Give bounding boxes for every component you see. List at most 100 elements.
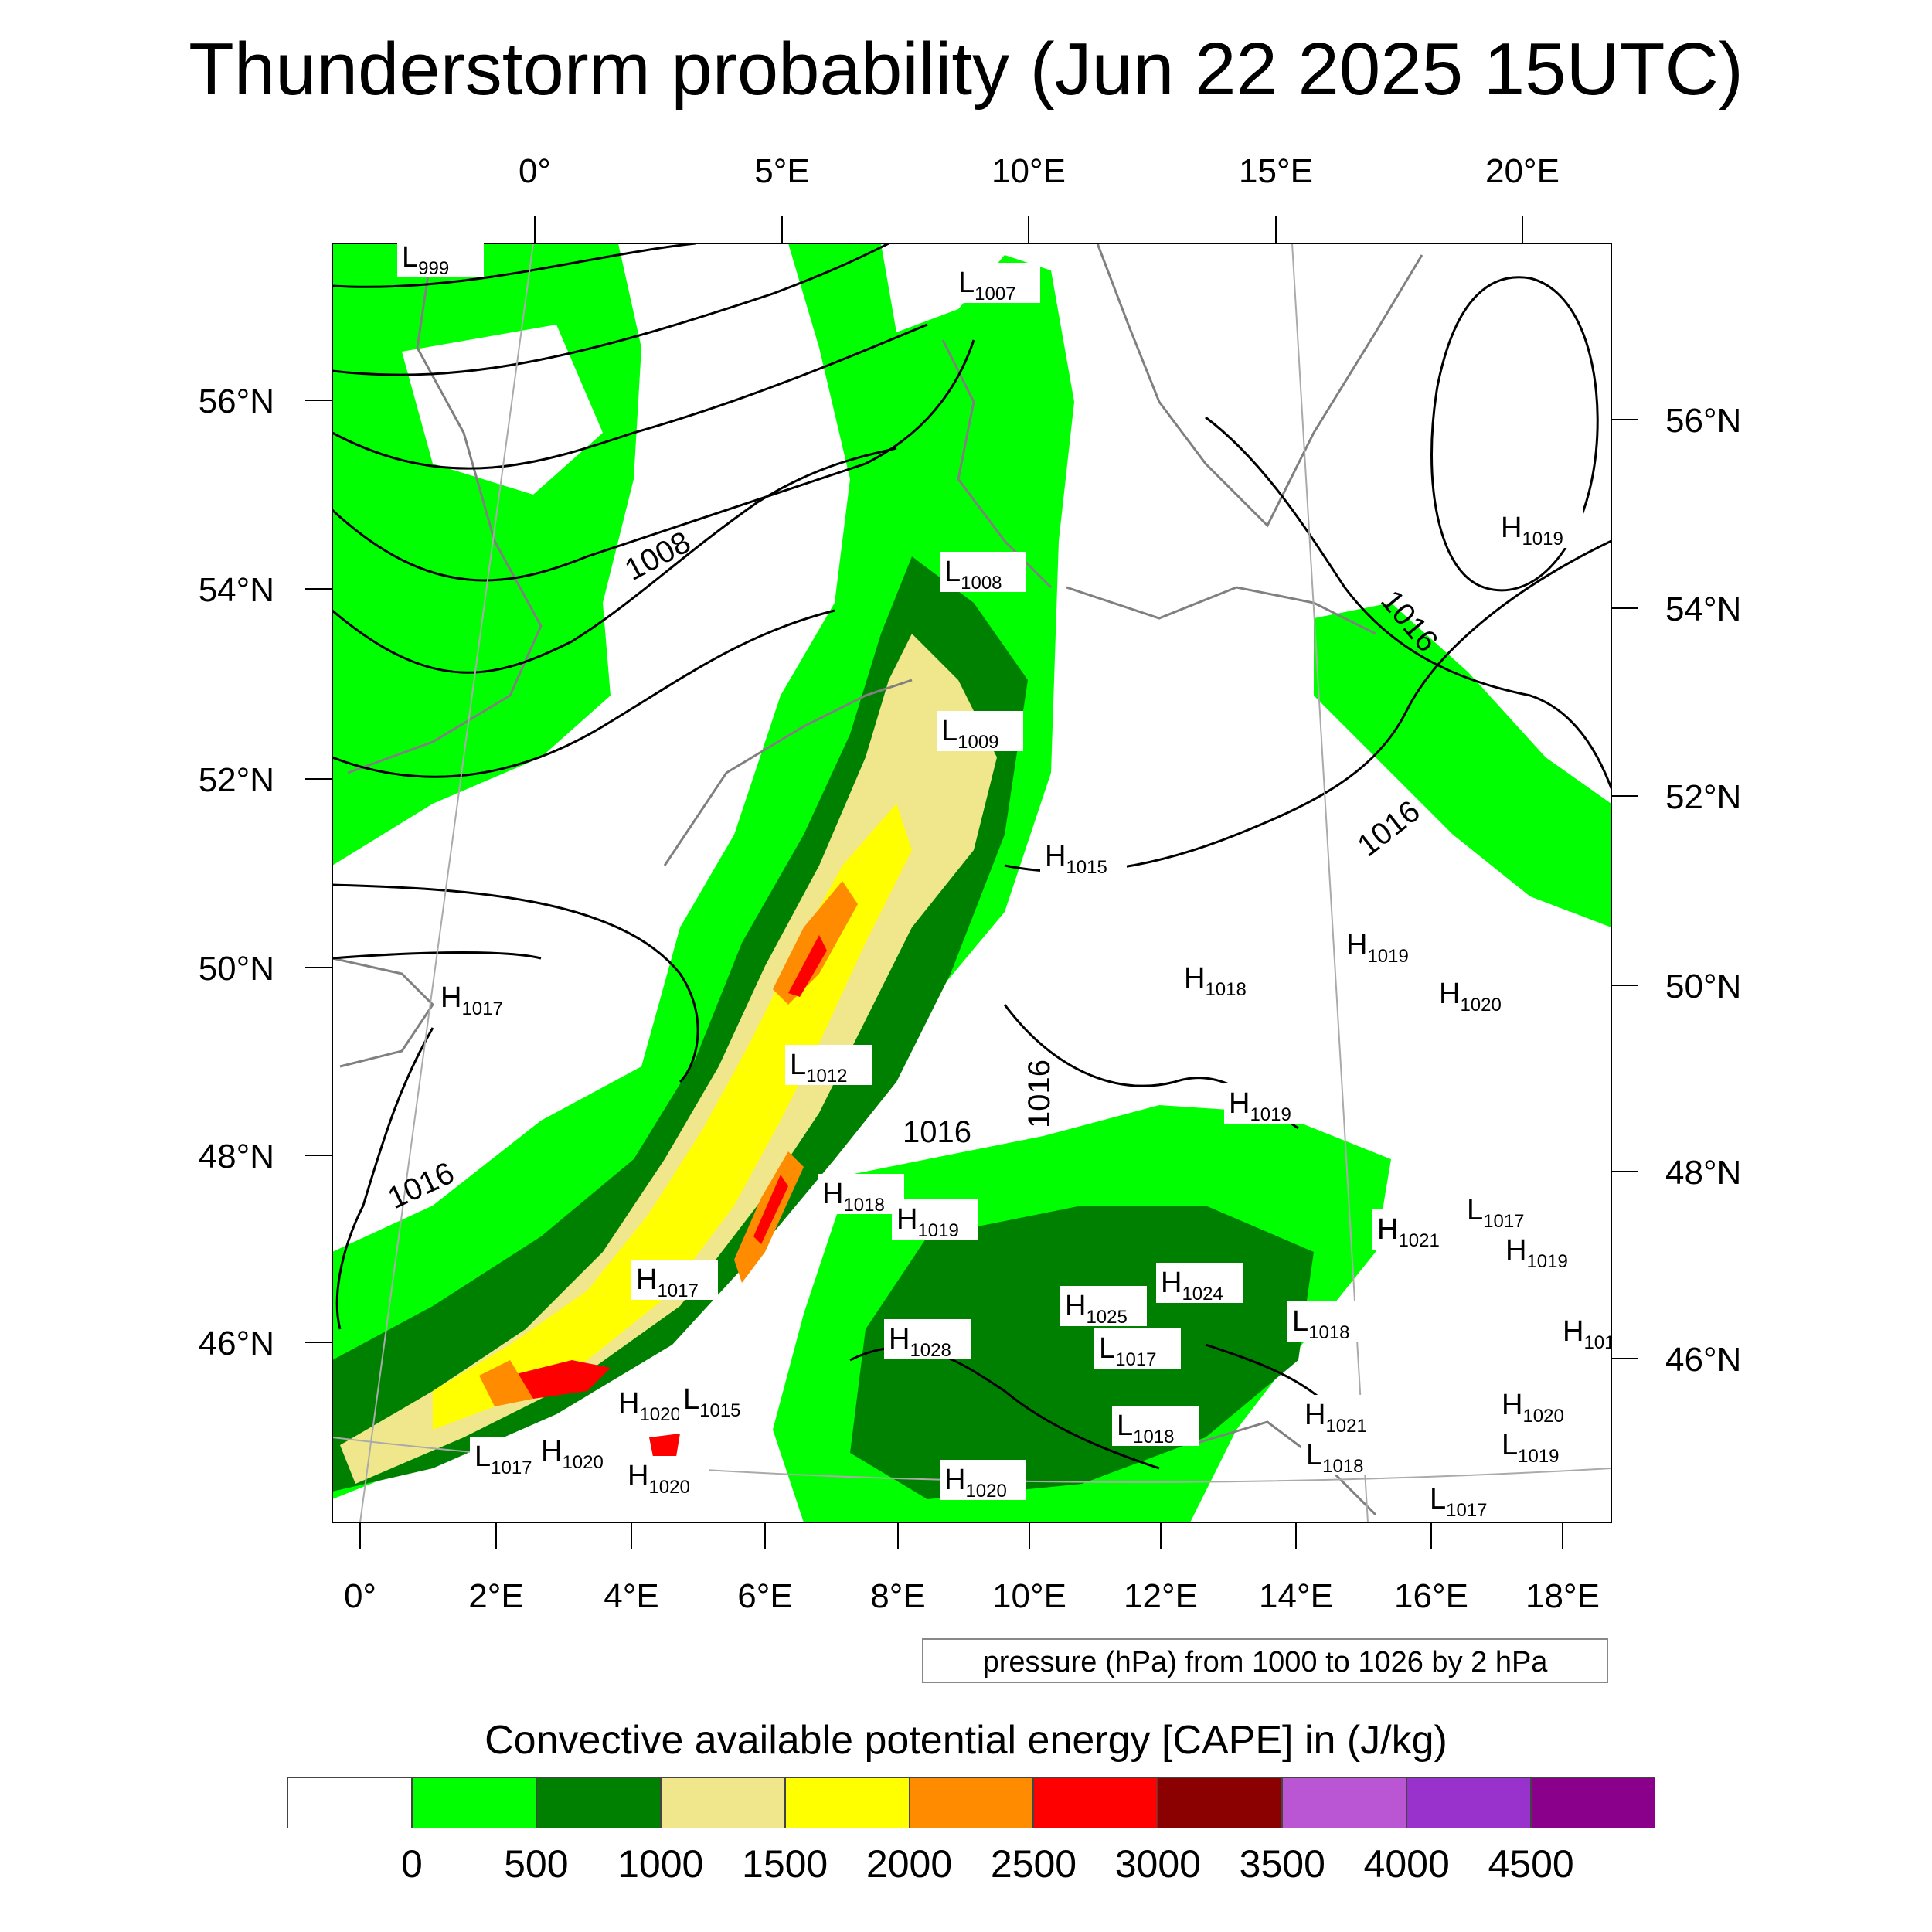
high-pressure-label: H1017 — [631, 1260, 718, 1301]
pressure-label-box — [1425, 1479, 1512, 1519]
bottom-lon-label: 4°E — [604, 1577, 658, 1615]
colorbar-tick-label: 4500 — [1488, 1842, 1574, 1886]
low-pressure-label: L1018 — [1112, 1406, 1199, 1447]
colorbar-tick-label: 3500 — [1239, 1842, 1325, 1886]
pressure-label-box — [1558, 1311, 1611, 1352]
pressure-centre-value: 1019 — [1526, 1251, 1567, 1272]
pressure-label-box — [940, 1460, 1026, 1500]
isobar-line — [1205, 416, 1611, 789]
isobar-line — [332, 609, 835, 778]
cape-area-1000 — [340, 634, 997, 1484]
pressure-label-box — [1496, 508, 1583, 548]
pressure-centre-value: 1017 — [1483, 1211, 1524, 1232]
high-pressure-label: H1025 — [1060, 1286, 1147, 1328]
low-pressure-label: L1017 — [1462, 1190, 1549, 1232]
colorbar-tick-label: 2500 — [990, 1842, 1077, 1886]
pressure-centre-value: 1025 — [1086, 1307, 1127, 1328]
high-pressure-label: H1019 — [1342, 925, 1428, 967]
isobars — [332, 243, 1611, 1470]
pressure-label-box — [954, 263, 1040, 303]
low-pressure-label: L1008 — [940, 552, 1026, 594]
colorbar-labels: 0 500 1000 1500 2000 2500 3000 3500 4000 4500 — [287, 1841, 1655, 1895]
left-lat-label: 46°N — [199, 1325, 274, 1362]
isobar-line — [332, 883, 699, 1083]
colorbar-box — [287, 1777, 412, 1828]
pressure-label-box — [785, 1045, 872, 1085]
colorbar-box — [536, 1777, 661, 1828]
pressure-centre-value: 1018 — [843, 1195, 884, 1216]
right-lat-label: 56°N — [1665, 402, 1741, 440]
low-pressure-label: L1017 — [1425, 1479, 1512, 1521]
low-pressure-label: L1017 — [1094, 1328, 1181, 1370]
high-pressure-label: H1017 — [436, 978, 522, 1019]
pressure-centre-value: 1020 — [639, 1404, 680, 1425]
pressure-label-box — [818, 1174, 904, 1214]
left-tick-marks — [305, 400, 332, 1343]
pressure-centre-value: 1017 — [1115, 1349, 1156, 1370]
high-pressure-label: H1020 — [623, 1456, 709, 1498]
cape-area-gap — [402, 325, 603, 495]
top-lon-label: 5°E — [754, 152, 809, 190]
right-tick-marks — [1611, 419, 1638, 1359]
colorbar-tick-label: 1000 — [617, 1842, 704, 1886]
high-pressure-label: H1019 — [1224, 1083, 1311, 1125]
high-pressure-label: H1021 — [1300, 1395, 1386, 1437]
pressure-label-box — [623, 1456, 709, 1496]
meridian-line — [359, 243, 534, 1522]
colorbar-box — [909, 1777, 1034, 1828]
low-pressure-label: L1018 — [1301, 1435, 1388, 1477]
bottom-lon-label: 16°E — [1394, 1577, 1468, 1615]
isobar-line — [332, 323, 928, 470]
pressure-centre-value: 999 — [418, 258, 449, 279]
high-pressure-label: H1019 — [1501, 1230, 1587, 1272]
high-pressure-label: H1015 — [1040, 836, 1127, 878]
pressure-centre-value: 1019 — [1367, 946, 1408, 967]
high-pressure-label: H1019 — [1496, 508, 1583, 549]
pressure-label-box — [679, 1379, 765, 1420]
pressure-centre-value: 1015 — [1066, 857, 1107, 878]
low-pressure-label: L1012 — [785, 1045, 872, 1087]
right-lat-label: 50°N — [1665, 968, 1741, 1005]
pressure-centre-value: 1017 — [491, 1458, 532, 1478]
pressure-centre-text: L1012 — [790, 1049, 848, 1087]
pressure-label-box — [1112, 1406, 1199, 1446]
left-lat-label: 54°N — [199, 571, 274, 609]
high-pressure-label: H1018 — [818, 1174, 904, 1216]
cape-area-denmark — [332, 243, 1074, 1499]
right-lat-label: 52°N — [1665, 778, 1741, 816]
cape-area-2500-south — [753, 1175, 788, 1244]
coast-britain — [347, 243, 543, 774]
pressure-centre-value: 1012 — [806, 1066, 847, 1087]
pressure-centre-text: L1018 — [1117, 1410, 1175, 1447]
top-lon-label: 10°E — [992, 152, 1066, 190]
colorbar-tick-label: 2000 — [866, 1842, 953, 1886]
pressure-label-box — [1501, 1230, 1587, 1270]
high-pressure-label: H1020 — [1497, 1385, 1583, 1427]
high-pressure-label: H1024 — [1156, 1263, 1243, 1304]
colorbar-box — [411, 1777, 536, 1828]
pressure-centre-value: 1020 — [1460, 995, 1501, 1015]
high-pressure-label: H1019 — [1558, 1311, 1611, 1353]
bottom-lon-label: 6°E — [737, 1577, 792, 1615]
colorbar-box — [1158, 1777, 1283, 1828]
pressure-label-box — [1287, 1301, 1374, 1342]
top-tick-marks — [534, 216, 1523, 243]
pressure-centre-value: 1008 — [961, 573, 1002, 594]
low-pressure-label: L1019 — [1497, 1425, 1583, 1467]
pressure-centre-value: 1019 — [1250, 1104, 1291, 1125]
isobar-label: 1016 — [1022, 1060, 1056, 1128]
colorbar-tick-label: 0 — [401, 1842, 423, 1886]
pressure-centre-value: 1020 — [965, 1481, 1006, 1502]
coastlines — [332, 243, 1423, 1516]
pressure-label-box — [1497, 1425, 1583, 1465]
top-lon-label: 15°E — [1239, 152, 1313, 190]
pressure-centre-value: 1017 — [657, 1281, 698, 1301]
bottom-lon-label: 10°E — [992, 1577, 1066, 1615]
pressure-label-box — [1224, 1083, 1311, 1124]
pressure-label-box — [1060, 1286, 1147, 1326]
colorbar-box — [1282, 1777, 1407, 1828]
cape-area-poland — [1314, 603, 1611, 927]
high-pressure-label: H1020 — [536, 1431, 623, 1473]
right-lat-label: 54°N — [1665, 590, 1741, 628]
